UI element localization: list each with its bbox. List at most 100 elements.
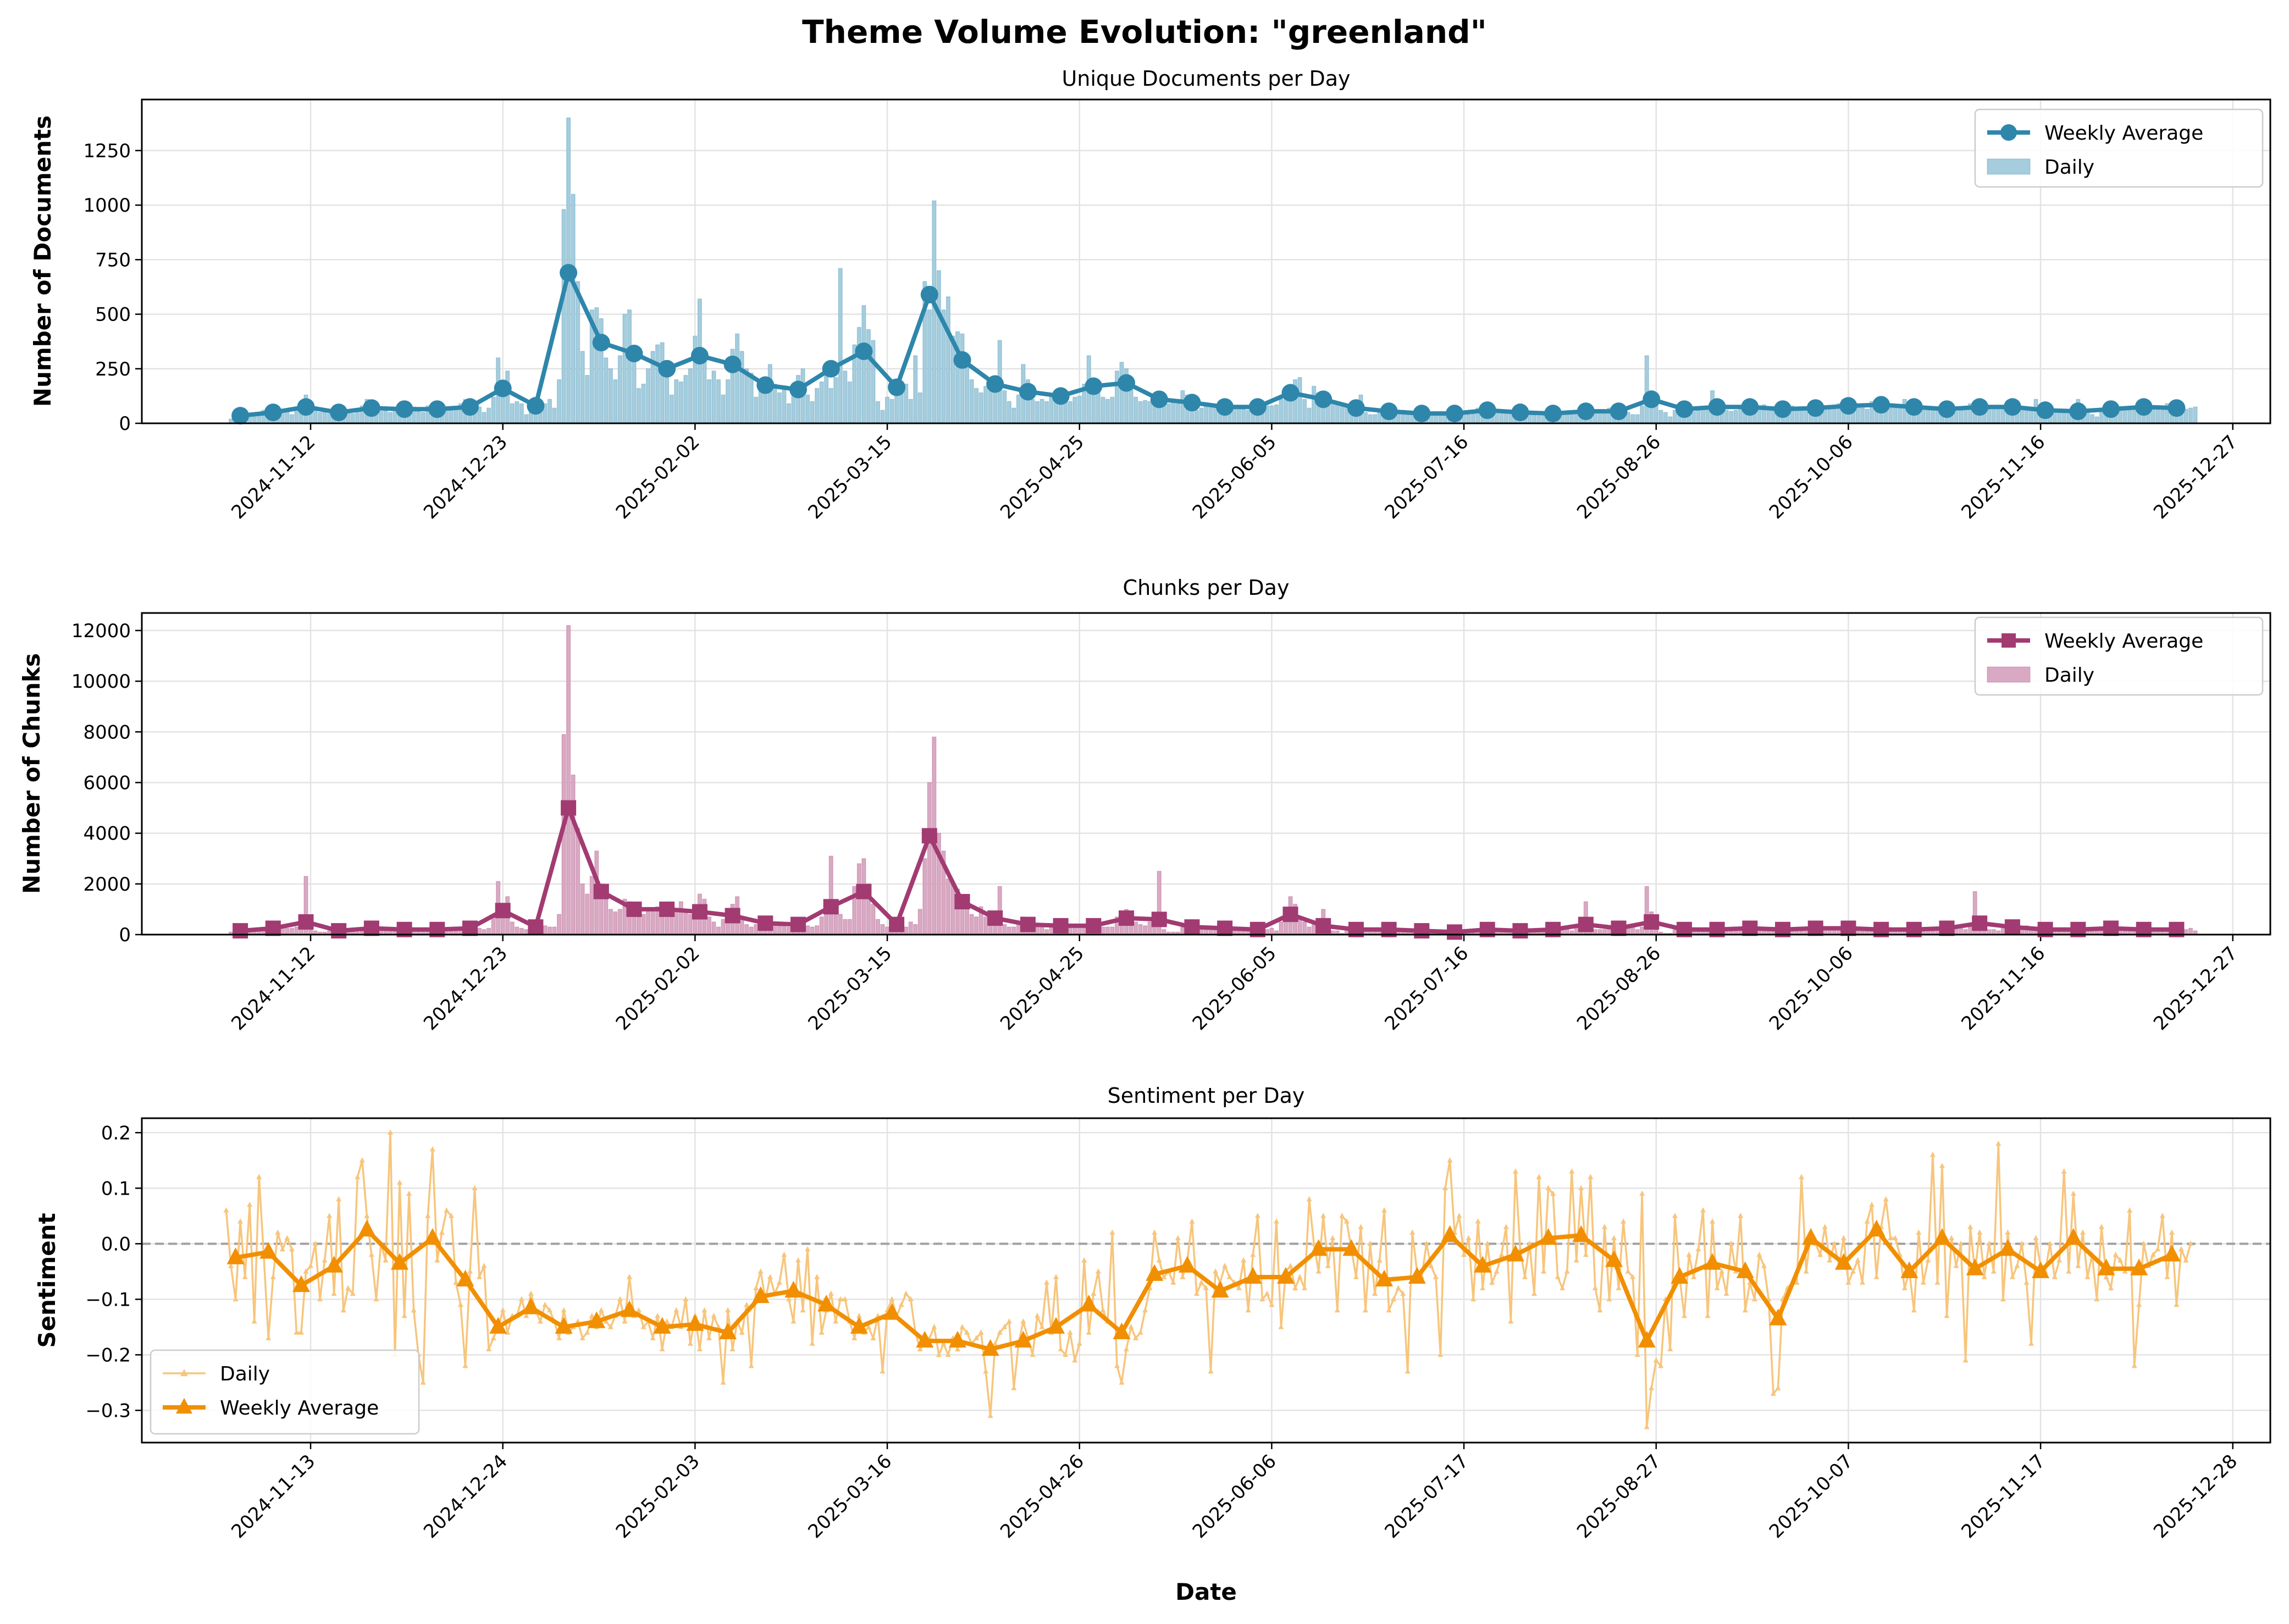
sentiment-daily-point — [270, 1274, 276, 1279]
documents-daily-bar — [1035, 401, 1040, 424]
sentiment-weekly-point — [1572, 1225, 1590, 1242]
sentiment-daily-point — [481, 1262, 487, 1268]
chunks-daily-bar — [885, 926, 890, 935]
documents-weekly-point — [1118, 374, 1136, 392]
sentiment-daily-point — [1634, 1351, 1640, 1357]
documents-weekly-point — [756, 376, 775, 394]
chunks-weekly-point — [561, 800, 577, 816]
sentiment-daily-point — [856, 1312, 862, 1318]
sentiment-daily-point — [1353, 1274, 1359, 1279]
documents-weekly-point — [1248, 398, 1267, 416]
sentiment-daily-point — [1606, 1296, 1612, 1302]
sentiment-daily-point — [997, 1329, 1003, 1335]
documents-y-tick-label: 0 — [119, 413, 131, 435]
documents-daily-bar — [678, 381, 683, 424]
documents-chart-title: Unique Documents per Day — [1061, 67, 1350, 91]
sentiment-daily-point — [1555, 1274, 1561, 1279]
documents-daily-bar — [482, 412, 486, 424]
sentiment-daily-point — [2047, 1240, 2053, 1246]
sentiment-daily-point — [523, 1312, 529, 1318]
sentiment-daily-point — [406, 1190, 412, 1196]
sentiment-daily-point — [903, 1290, 909, 1296]
sentiment-daily-point — [917, 1346, 923, 1352]
documents-daily-bar — [1757, 408, 1762, 424]
sentiment-daily-point — [1653, 1357, 1659, 1363]
sentiment-daily-point — [1794, 1279, 1800, 1285]
sentiment-daily-point — [1850, 1268, 1856, 1274]
documents-daily-bar — [772, 383, 777, 424]
sentiment-weekly-point — [1244, 1267, 1262, 1284]
documents-daily-bar — [322, 411, 327, 424]
sentiment-weekly-point — [259, 1242, 278, 1259]
sentiment-weekly-point — [555, 1317, 573, 1334]
sentiment-daily-point — [1869, 1201, 1875, 1207]
sentiment-daily-point — [340, 1307, 346, 1313]
sentiment-daily-point — [1213, 1268, 1219, 1274]
documents-weekly-point — [1281, 384, 1300, 402]
chunks-daily-bar — [1968, 926, 1973, 935]
sentiment-daily-point — [1977, 1229, 1983, 1235]
chunks-weekly-point — [1414, 923, 1430, 939]
sentiment-daily-point — [457, 1301, 463, 1307]
sentiment-daily-point — [1991, 1268, 1997, 1274]
documents-daily-bar — [2127, 408, 2132, 424]
sentiment-daily-point — [1302, 1285, 1308, 1290]
documents-daily-bar — [637, 388, 642, 424]
chunks-y-tick-label: 0 — [119, 924, 131, 946]
chunks-daily-bar — [1302, 921, 1307, 935]
sentiment-daily-point — [490, 1335, 496, 1340]
documents-daily-bar — [547, 399, 552, 424]
chunks-y-axis-label: Number of Chunks — [18, 653, 45, 894]
chunks-weekly-point — [495, 903, 511, 919]
documents-weekly-point — [1150, 390, 1168, 408]
sentiment-weekly-point — [292, 1275, 310, 1292]
chunks-daily-bar — [843, 919, 848, 935]
sentiment-daily-point — [1649, 1385, 1655, 1390]
chunks-daily-bar — [665, 914, 670, 935]
sentiment-daily-point — [294, 1329, 300, 1335]
sentiment-daily-point — [1840, 1235, 1846, 1240]
documents-daily-bar — [2122, 408, 2127, 424]
sentiment-daily-point — [2075, 1262, 2081, 1268]
sentiment-daily-point — [1236, 1285, 1242, 1290]
sentiment-daily-point — [2080, 1229, 2086, 1235]
sentiment-daily-point — [1175, 1235, 1181, 1240]
sentiment-daily-point — [584, 1329, 590, 1335]
sentiment-daily-point — [1409, 1229, 1416, 1235]
sentiment-daily-point — [1447, 1157, 1453, 1163]
sentiment-daily-point — [809, 1340, 815, 1346]
documents-daily-bar — [1799, 408, 1804, 424]
documents-daily-bar — [880, 410, 885, 424]
sentiment-daily-point — [2155, 1246, 2161, 1252]
sentiment-daily-point — [1273, 1218, 1279, 1224]
documents-daily-bar — [655, 344, 660, 424]
sentiment-daily-point — [1423, 1240, 1429, 1246]
sentiment-daily-point — [1967, 1224, 1973, 1229]
sentiment-daily-point — [636, 1307, 642, 1313]
documents-weekly-point — [1708, 398, 1726, 416]
chunks-daily-bar — [786, 926, 791, 935]
sentiment-daily-point — [898, 1301, 904, 1307]
documents-y-tick-label: 250 — [95, 358, 131, 380]
sentiment-daily-point — [462, 1362, 468, 1368]
documents-daily-bar — [815, 388, 820, 424]
chunks-daily-bar — [1007, 926, 1011, 935]
documents-weekly-point — [789, 380, 808, 399]
sentiment-weekly-point — [1342, 1239, 1361, 1256]
chunks-daily-bar — [688, 914, 693, 935]
sentiment-daily-point — [266, 1335, 272, 1340]
chunks-legend-label: Weekly Average — [2044, 630, 2203, 653]
chunks-daily-bar — [1147, 921, 1152, 935]
sentiment-weekly-point — [719, 1322, 737, 1339]
documents-daily-bar — [932, 200, 937, 424]
documents-daily-bar — [641, 383, 646, 424]
sentiment-daily-point — [1386, 1307, 1392, 1313]
chunks-daily-bar — [838, 914, 843, 935]
chunks-weekly-point — [1447, 924, 1463, 940]
documents-y-tick-label: 1250 — [83, 140, 131, 162]
sentiment-daily-point — [2056, 1257, 2063, 1263]
sentiment-daily-point — [1831, 1240, 1837, 1246]
chunks-daily-bar — [706, 916, 711, 935]
documents-y-axis-label: Number of Documents — [29, 115, 56, 407]
documents-daily-bar — [669, 394, 674, 424]
